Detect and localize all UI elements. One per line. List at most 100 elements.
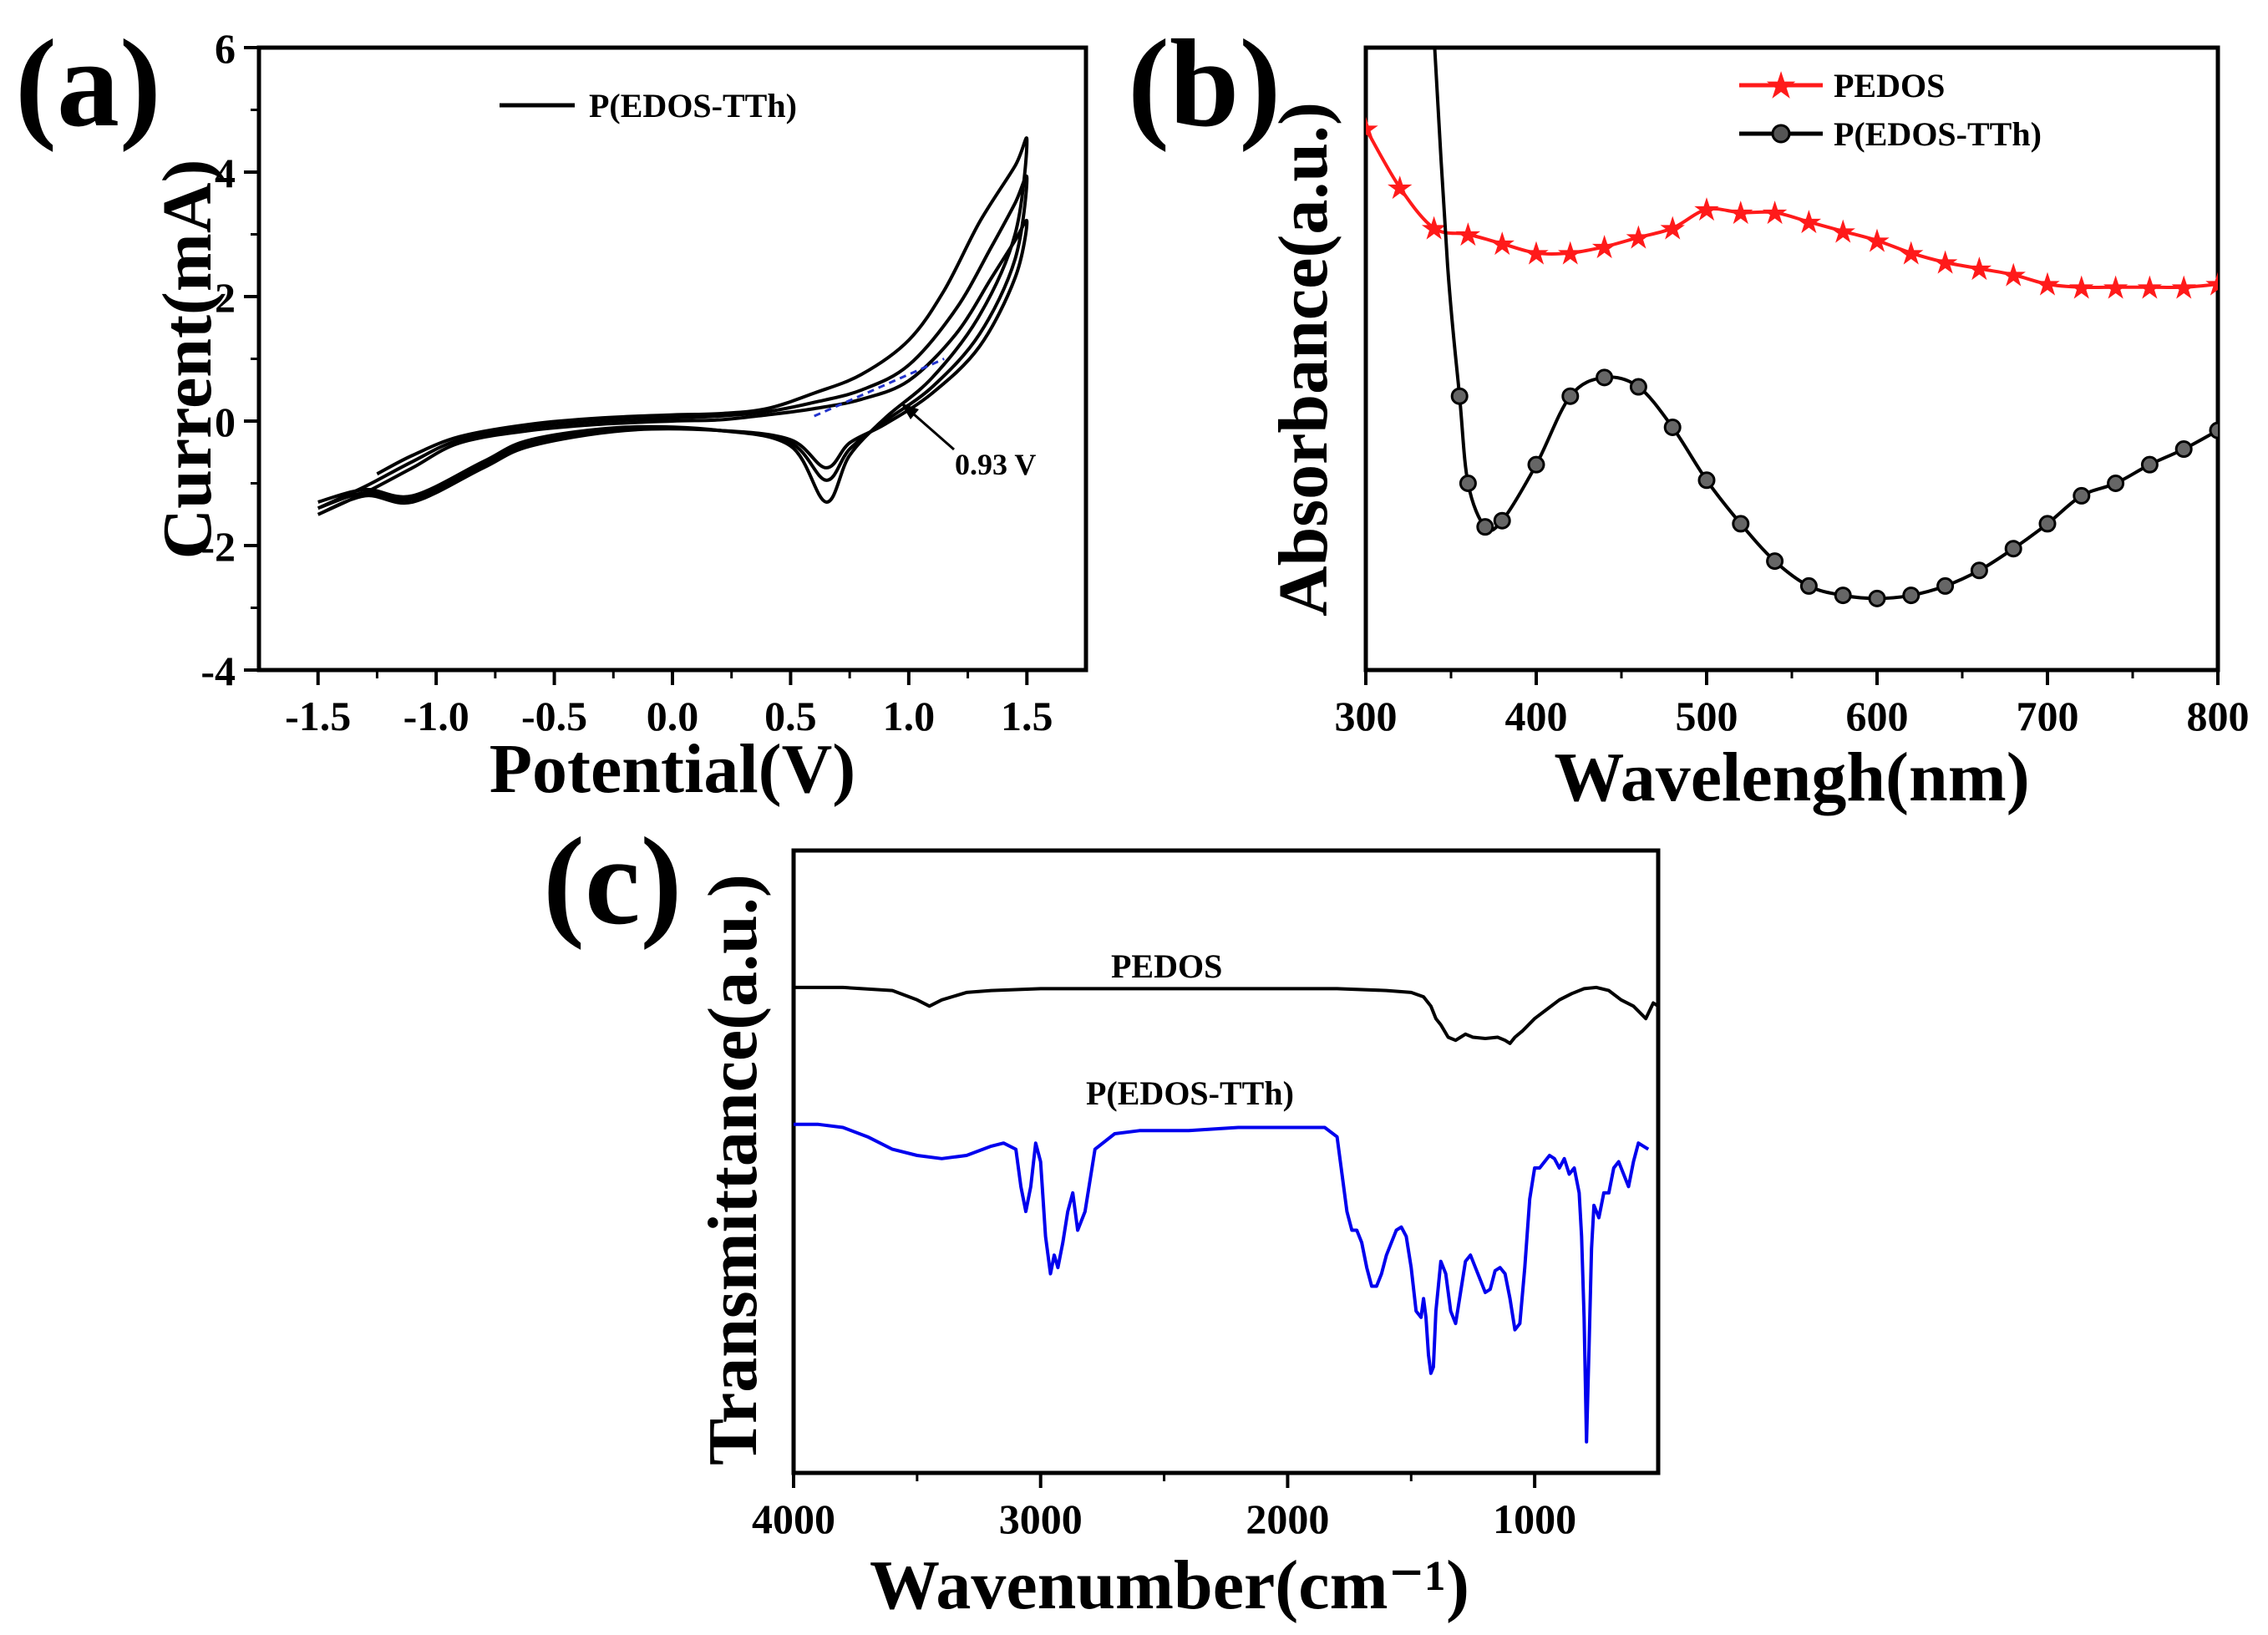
annotation-label: 0.93 V (955, 448, 1036, 481)
series-line-p-edos-tth- (794, 1122, 1650, 1444)
data-point-star-icon: ★ (2171, 273, 2196, 304)
x-tick-label: 2000 (1246, 1495, 1329, 1542)
data-point-star-icon: ★ (1660, 214, 1685, 245)
data-point (1663, 418, 1682, 436)
data-point-star-icon: ★ (2103, 273, 2128, 304)
series-label-pedos: PEDOS (1111, 947, 1222, 985)
data-point-star-icon: ★ (1421, 214, 1446, 245)
data-point-star-icon: ★ (1728, 198, 1753, 229)
data-point (2038, 515, 2057, 533)
legend-circle-icon (1771, 124, 1791, 144)
x-tick-label: -0.5 (521, 693, 587, 739)
data-point (1834, 586, 1852, 605)
x-tick-label: 700 (2017, 693, 2079, 739)
axis-ticks-b: 300 400 500 600 700 800 (1335, 670, 2250, 739)
panel-a: (a) -1.5 -1.0 -0.5 0.0 0.5 1.0 1.5 -4 -2 0 2 4 6 P(E… (15, 14, 1088, 808)
data-point-star-icon: ★ (2001, 261, 2026, 292)
data-point (1476, 518, 1494, 536)
legend-label-a: P(EDOS-TTh) (589, 87, 797, 124)
annotation-a: 0.93 V (901, 403, 1036, 481)
series-line-p-edos-tth-cycle-2 (317, 174, 1029, 510)
panel-label-a: (a) (15, 14, 161, 153)
x-tick-label: 1.0 (883, 693, 936, 739)
data-point-star-icon: ★ (1591, 232, 1616, 263)
y-tick-label: -4 (200, 647, 236, 694)
data-point-star-icon: ★ (1694, 195, 1719, 226)
x-axis-title-a: Potential(V) (490, 730, 856, 808)
data-point (1561, 387, 1580, 405)
data-point-star-icon: ★ (1899, 239, 1924, 270)
data-point-star-icon: ★ (1626, 223, 1651, 254)
arrow-head-icon (901, 403, 919, 419)
y-tick-label: 0 (215, 399, 236, 445)
data-point (1732, 515, 1750, 533)
data-point-star-icon: ★ (1762, 198, 1787, 229)
data-point-star-icon: ★ (1830, 217, 1855, 248)
y-axis-title-c: Transmittance(a.u.) (694, 874, 772, 1465)
data-point-star-icon: ★ (1489, 230, 1515, 261)
data-point (1868, 589, 1886, 607)
data-point (1527, 455, 1545, 474)
series-line-p-edos-tth-cycle-1 (317, 136, 1029, 504)
data-point (1697, 471, 1716, 490)
data-point-star-icon: ★ (1455, 221, 1480, 251)
data-point (2107, 475, 2125, 492)
panel-label-c: (c) (543, 812, 682, 951)
x-tick-label: 300 (1335, 693, 1398, 739)
data-point-star-icon: ★ (1353, 114, 1378, 145)
data-point (1629, 378, 1647, 396)
x-tick-label: -1.0 (403, 693, 469, 739)
data-point (1459, 475, 1477, 492)
legend-label-pedtth: P(EDOS-TTh) (1834, 115, 2042, 153)
x-tick-label: 1000 (1493, 1495, 1576, 1542)
data-point (2209, 421, 2218, 439)
data-point-star-icon: ★ (1932, 248, 1957, 279)
series-label-pedtth: P(EDOS-TTh) (1086, 1074, 1294, 1112)
x-axis-title-b: Wavelengh(nm) (1554, 739, 2029, 816)
panel-b: (b) 300 400 500 600 700 800 ★★★ ★ ★ ★ ★ ★ ★ ★★ ★ ★ ★ ★ ★ ★… (1128, 14, 2250, 816)
series-line-p-edos-tth- (1433, 48, 2218, 601)
data-point (1493, 511, 1511, 530)
data-point (1766, 552, 1784, 571)
data-point (1902, 586, 1920, 605)
y-tick-label: 4 (215, 150, 236, 196)
legend-star-icon: ★ (1766, 67, 1796, 104)
data-point-star-icon: ★ (2205, 270, 2230, 301)
legend-b: ★ PEDOS P(EDOS-TTh) (1739, 67, 2042, 153)
data-point (2174, 440, 2193, 459)
axis-ticks-a: -1.5 -1.0 -0.5 0.0 0.5 1.0 1.5 -4 -2 0 2 4 6 (200, 25, 1053, 739)
x-tick-label: 3000 (999, 1495, 1083, 1542)
panel-c: (c) 4000 3000 2000 1000 PEDOS P(EDOS-TTh) W… (543, 812, 1661, 1624)
data-point-star-icon: ★ (1966, 254, 1991, 285)
data-point (1970, 561, 1988, 580)
x-tick-label: 800 (2187, 693, 2250, 739)
series-group-b: ★ ★ ★ ★ ★ ★ ★ ★ ★ ★ ★ ★ ★ ★ ★ ★ ★ ★ ★ ★ ★ ★ ★ ★ ★ ★ (1353, 48, 2230, 607)
data-point-star-icon: ★ (1796, 208, 1821, 239)
series-group-c (794, 985, 1658, 1444)
data-point-star-icon: ★ (1558, 239, 1583, 270)
data-point-star-icon: ★ (1388, 174, 1413, 205)
data-point-star-icon: ★ (2069, 273, 2094, 304)
x-tick-label: 500 (1676, 693, 1738, 739)
x-tick-label: 600 (1846, 693, 1909, 739)
series-line-p-edos-tth-cycle-3 (317, 218, 1029, 516)
y-tick-label: -2 (200, 523, 236, 570)
data-point (1450, 387, 1469, 405)
series-line-pedos (794, 985, 1658, 1045)
y-tick-label: 6 (215, 25, 236, 72)
x-tick-label: 4000 (752, 1495, 835, 1542)
data-point-star-icon: ★ (2137, 273, 2162, 304)
y-tick-label: 2 (215, 274, 236, 321)
x-tick-label: 400 (1505, 693, 1568, 739)
onset-tangent-line (814, 358, 945, 418)
data-point-star-icon: ★ (1865, 226, 1890, 257)
plot-frame-c (791, 848, 1661, 1475)
data-point (1936, 576, 1955, 595)
data-point (2073, 486, 2091, 505)
data-point (2004, 540, 2022, 558)
data-point (1596, 368, 1614, 387)
x-tick-label: 1.5 (1001, 693, 1053, 739)
series-line-pedos (1366, 127, 2218, 290)
